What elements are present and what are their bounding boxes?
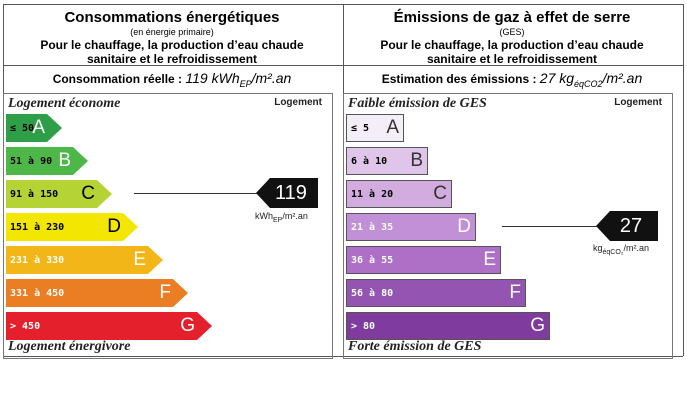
energy-measure-value: 119 kWh [185, 70, 240, 86]
ges-unit-main: kg [593, 243, 603, 253]
ges-class-range: 21 à 35 [351, 221, 394, 233]
right-border [683, 4, 684, 356]
energy-unit-main: kWh [255, 211, 273, 221]
energy-bottom-caption: Logement énergivore [8, 339, 131, 354]
ges-measure-label: Estimation des émissions : [381, 72, 537, 86]
ges-subtitle: (GES) [499, 27, 525, 37]
header-divider [3, 65, 683, 66]
ges-value-badge: 27 [596, 211, 658, 241]
ges-bottom-caption: Forte émission de GES [348, 339, 482, 354]
ges-class-range: 11 à 20 [351, 188, 394, 200]
energy-measure-sub: EP [239, 78, 252, 89]
energy-class-range: 231 à 330 [10, 254, 65, 266]
energy-class-letter: G [180, 315, 195, 336]
ges-description-line1: Pour le chauffage, la production d’eau c… [380, 38, 644, 52]
energy-unit-sub: EP [273, 216, 283, 224]
ges-measure-tail: /m².an [602, 70, 643, 86]
energy-scale-frame: Logement économe Logement ≤ 50 A 51 à 90 B 9… [3, 93, 333, 359]
energy-class-range: 91 à 150 [10, 188, 59, 200]
energy-class-c-bar: 91 à 150 C [6, 180, 112, 208]
energy-value-badge: 119 [256, 178, 318, 208]
energy-class-letter: A [32, 117, 45, 138]
ges-column-label: Logement [614, 97, 662, 108]
ges-class-letter: E [483, 249, 496, 270]
energy-class-g-bar: > 450 G [6, 312, 212, 340]
energy-column-label: Logement [274, 97, 322, 108]
ges-class-letter: A [386, 117, 399, 138]
ges-class-d-bar: 21 à 35 D [346, 213, 476, 241]
ges-measure-sub: éqCO2 [574, 78, 603, 89]
ges-class-c-bar: 11 à 20 C [346, 180, 452, 208]
ges-value-unit: kgéqCO₂/m².an [593, 243, 649, 256]
energy-class-range: ≤ 50 [10, 122, 35, 134]
top-border [3, 4, 683, 5]
ges-measure: Estimation des émissions : 27 kgéqCO2/m²… [343, 70, 681, 89]
energy-class-letter: D [107, 216, 121, 237]
ges-class-range: > 80 [351, 320, 376, 332]
ges-class-letter: D [457, 216, 471, 237]
energy-subtitle: (en énergie primaire) [130, 27, 214, 37]
energy-value-unit: kWhEP/m².an [255, 211, 308, 224]
ges-measure-value: 27 kg [539, 70, 575, 86]
energy-class-f-bar: 331 à 450 F [6, 279, 188, 307]
energy-class-letter: E [133, 249, 146, 270]
ges-class-range: 6 à 10 [351, 155, 388, 167]
energy-description-line1: Pour le chauffage, la production d’eau c… [40, 38, 304, 52]
ges-description: Pour le chauffage, la production d’eau c… [343, 38, 681, 66]
energy-class-range: 331 à 450 [10, 287, 65, 299]
energy-measure: Consommation réelle : 119 kWhEP/m².an [3, 70, 341, 89]
ges-class-letter: C [433, 183, 447, 204]
energy-class-b-bar: 51 à 90 B [6, 147, 88, 175]
energy-class-letter: F [159, 282, 171, 303]
energy-description: Pour le chauffage, la production d’eau c… [3, 38, 341, 66]
energy-class-letter: B [58, 150, 71, 171]
ges-pointer-line [502, 226, 598, 227]
energy-class-d-bar: 151 à 230 D [6, 213, 138, 241]
ges-class-g-bar: > 80 G [346, 312, 550, 340]
ges-class-range: ≤ 5 [351, 122, 370, 134]
ges-class-e-bar: 36 à 55 E [346, 246, 501, 274]
ges-top-caption: Faible émission de GES [348, 96, 487, 111]
ges-title: Émissions de gaz à effet de serre [393, 9, 631, 26]
energy-class-range: 151 à 230 [10, 221, 65, 233]
energy-measure-tail: /m².an [251, 70, 292, 86]
energy-measure-label: Consommation réelle : [52, 72, 183, 86]
ges-class-f-bar: 56 à 80 F [346, 279, 526, 307]
ges-class-range: 56 à 80 [351, 287, 394, 299]
ges-unit-tail: /m².an [623, 243, 650, 253]
energy-unit-tail: /m².an [282, 211, 308, 221]
ges-class-letter: G [530, 315, 545, 336]
ges-unit-sub: éqCO₂ [602, 248, 624, 256]
energy-class-range: > 450 [10, 320, 41, 332]
energy-class-e-bar: 231 à 330 E [6, 246, 163, 274]
energy-pointer-line [134, 193, 258, 194]
ges-class-a-bar: ≤ 5 A [346, 114, 404, 142]
energy-description-line2: sanitaire et le refroidissement [86, 52, 258, 66]
ges-class-letter: F [509, 282, 521, 303]
ges-panel: Émissions de gaz à effet de serre (GES) … [343, 4, 681, 359]
ges-scale-frame: Faible émission de GES Logement ≤ 5 A 6 à … [343, 93, 673, 359]
ges-class-b-bar: 6 à 10 B [346, 147, 428, 175]
ges-class-letter: B [410, 150, 423, 171]
energy-class-a-bar: ≤ 50 A [6, 114, 62, 142]
ges-description-line2: sanitaire et le refroidissement [426, 52, 598, 66]
ges-class-range: 36 à 55 [351, 254, 394, 266]
energy-panel: Consommations énergétiques (en énergie p… [3, 4, 341, 359]
energy-class-letter: C [81, 183, 95, 204]
energy-top-caption: Logement économe [8, 96, 121, 111]
energy-title: Consommations énergétiques [64, 9, 280, 26]
energy-class-range: 51 à 90 [10, 155, 53, 167]
